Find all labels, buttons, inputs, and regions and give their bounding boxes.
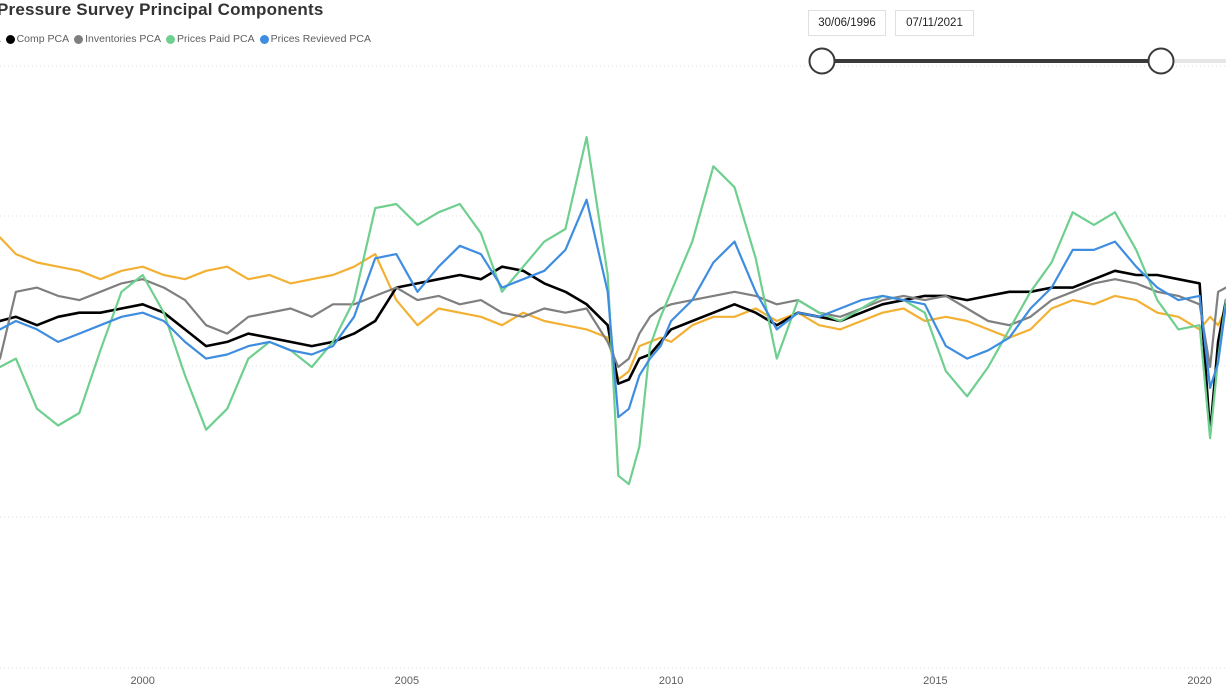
x-tick-label: 2010	[659, 675, 683, 687]
legend-label: Comp PCA	[16, 33, 70, 45]
series-line-ca[interactable]	[0, 236, 1226, 381]
series-line-prices-revieved-pca[interactable]	[0, 198, 1226, 419]
legend-label: Prices Revieved PCA	[270, 33, 371, 45]
slicer-end-handle[interactable]	[1147, 47, 1175, 75]
x-axis: 2000 2005 2010 2015 2020	[130, 675, 1211, 687]
legend-item[interactable]: Comp PCA	[5, 33, 70, 45]
legend-marker-icon	[165, 34, 175, 44]
slicer-start-handle[interactable]	[808, 47, 836, 75]
series-line-inventories-pca[interactable]	[0, 278, 1226, 369]
slicer-end-date-input[interactable]: 07/11/2021	[895, 10, 974, 36]
series-line-prices-paid-pca[interactable]	[0, 136, 1226, 486]
x-tick-label: 2015	[923, 675, 947, 687]
chart-legend: CA Comp PCA Inventories PCA Prices Paid PCA…	[0, 33, 371, 45]
x-tick-label: 2000	[130, 675, 154, 687]
x-tick-label: 2005	[395, 675, 419, 687]
chart-title: Pressure Survey Principal Components	[0, 0, 324, 19]
legend-label: CA	[0, 33, 1, 45]
legend-label: Prices Paid PCA	[176, 33, 255, 45]
date-range-slicer[interactable]	[808, 47, 1226, 75]
legend-marker-icon	[5, 34, 15, 44]
legend-marker-icon	[259, 34, 269, 44]
legend-label: Inventories PCA	[85, 33, 161, 45]
series-line-comp-pca[interactable]	[0, 265, 1226, 436]
slicer-start-date-input[interactable]: 30/06/1996	[808, 10, 886, 36]
legend-item[interactable]: Prices Paid PCA	[165, 33, 255, 45]
legend-item[interactable]: Prices Revieved PCA	[259, 33, 371, 45]
x-tick-label: 2020	[1187, 675, 1211, 687]
legend-marker-icon	[74, 34, 84, 44]
legend-item[interactable]: Inventories PCA	[74, 33, 161, 45]
series-layer	[0, 136, 1226, 486]
legend-item[interactable]: CA	[0, 33, 1, 45]
